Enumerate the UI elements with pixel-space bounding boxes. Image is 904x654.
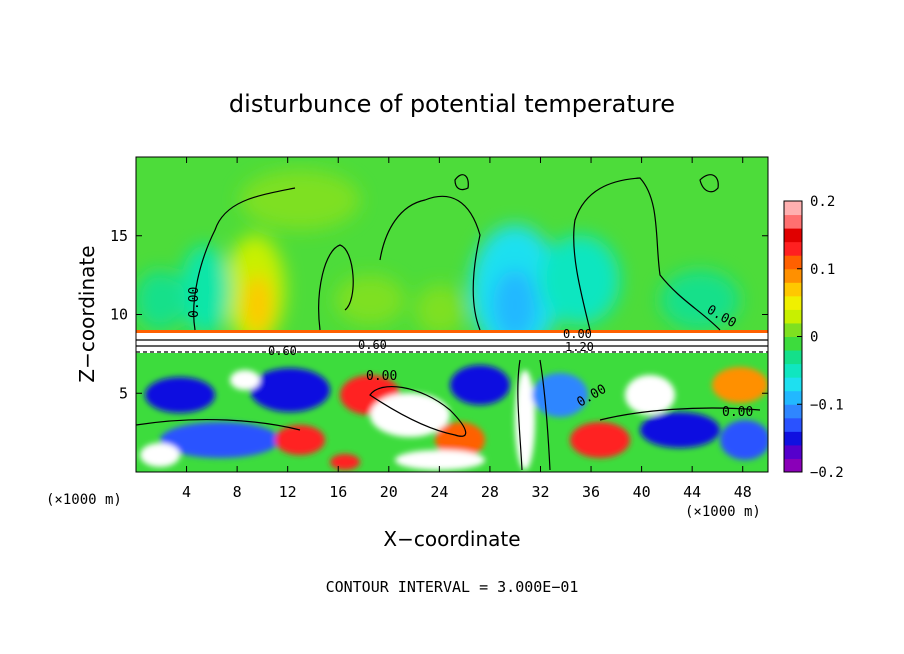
x-axis-label: X−coordinate xyxy=(383,527,520,551)
x-tick-label: 32 xyxy=(531,483,549,501)
contour-label: 0.00 xyxy=(563,327,592,341)
x-unit-left: (×1000 m) xyxy=(46,492,122,508)
colorbar-swatch xyxy=(784,228,802,243)
colorbar-swatch xyxy=(784,417,802,432)
contour-label: 0.60 xyxy=(358,338,387,352)
x-tick-label: 40 xyxy=(633,483,651,501)
colorbar-tick-label: −0.2 xyxy=(810,465,844,481)
contour-label: 0.00 xyxy=(366,369,397,384)
colorbar-swatch xyxy=(784,201,802,216)
contour-field: 0.00 0.00 0.00 0.00 0.00 0.00 0.60 1.20 … xyxy=(136,157,768,472)
colorbar-swatch xyxy=(784,295,802,310)
x-tick-label: 44 xyxy=(683,483,701,501)
colorbar-swatch xyxy=(784,444,802,459)
colorbar-swatch xyxy=(784,458,802,473)
colorbar-swatch xyxy=(784,363,802,378)
chart-title: disturbunce of potential temperature xyxy=(229,90,675,118)
colorbar-swatch xyxy=(784,214,802,229)
colorbar-swatch xyxy=(784,282,802,297)
x-unit-right: (×1000 m) xyxy=(685,504,761,520)
y-tick-label: 5 xyxy=(119,384,128,402)
contour-interval-note: CONTOUR INTERVAL = 3.000E−01 xyxy=(326,578,579,596)
colorbar-tick-label: 0.1 xyxy=(810,262,835,278)
colorbar-tick-label: −0.1 xyxy=(810,397,844,413)
contour-label: 1.20 xyxy=(565,340,594,354)
colorbar-swatch xyxy=(784,404,802,419)
y-tick-label: 10 xyxy=(110,306,128,324)
x-tick-label: 24 xyxy=(430,483,448,501)
x-tick-label: 36 xyxy=(582,483,600,501)
colorbar-swatch xyxy=(784,241,802,256)
colorbar-tick-label: 0 xyxy=(810,330,818,346)
x-tick-label: 12 xyxy=(279,483,297,501)
colorbar-tick-label: 0.2 xyxy=(810,194,835,210)
y-axis-label: Z−coordinate xyxy=(75,245,99,382)
x-axis: 4 8 12 16 20 24 28 32 36 40 44 48 xyxy=(182,157,752,501)
y-axis: 5 10 15 xyxy=(110,227,768,402)
x-tick-label: 28 xyxy=(481,483,499,501)
x-tick-label: 20 xyxy=(380,483,398,501)
x-tick-label: 8 xyxy=(233,483,242,501)
colorbar-swatch xyxy=(784,377,802,392)
contour-label: 0.00 xyxy=(722,405,753,420)
x-tick-label: 48 xyxy=(734,483,752,501)
x-tick-label: 16 xyxy=(329,483,347,501)
x-tick-label: 4 xyxy=(182,483,191,501)
contour-label: 0.60 xyxy=(268,344,297,358)
colorbar-swatch xyxy=(784,268,802,283)
colorbar-swatch xyxy=(784,322,802,337)
contour-label: 0.00 xyxy=(187,287,202,318)
y-tick-label: 15 xyxy=(110,227,128,245)
colorbar-swatch xyxy=(784,255,802,270)
colorbar-swatch xyxy=(784,336,802,351)
colorbar-swatch xyxy=(784,390,802,405)
colorbar-ticks: 0.2 0.1 0 −0.1 −0.2 xyxy=(797,194,844,481)
colorbar-swatch xyxy=(784,350,802,365)
colorbar-swatch xyxy=(784,431,802,446)
colorbar-swatch xyxy=(784,309,802,324)
colorbar xyxy=(783,200,803,473)
